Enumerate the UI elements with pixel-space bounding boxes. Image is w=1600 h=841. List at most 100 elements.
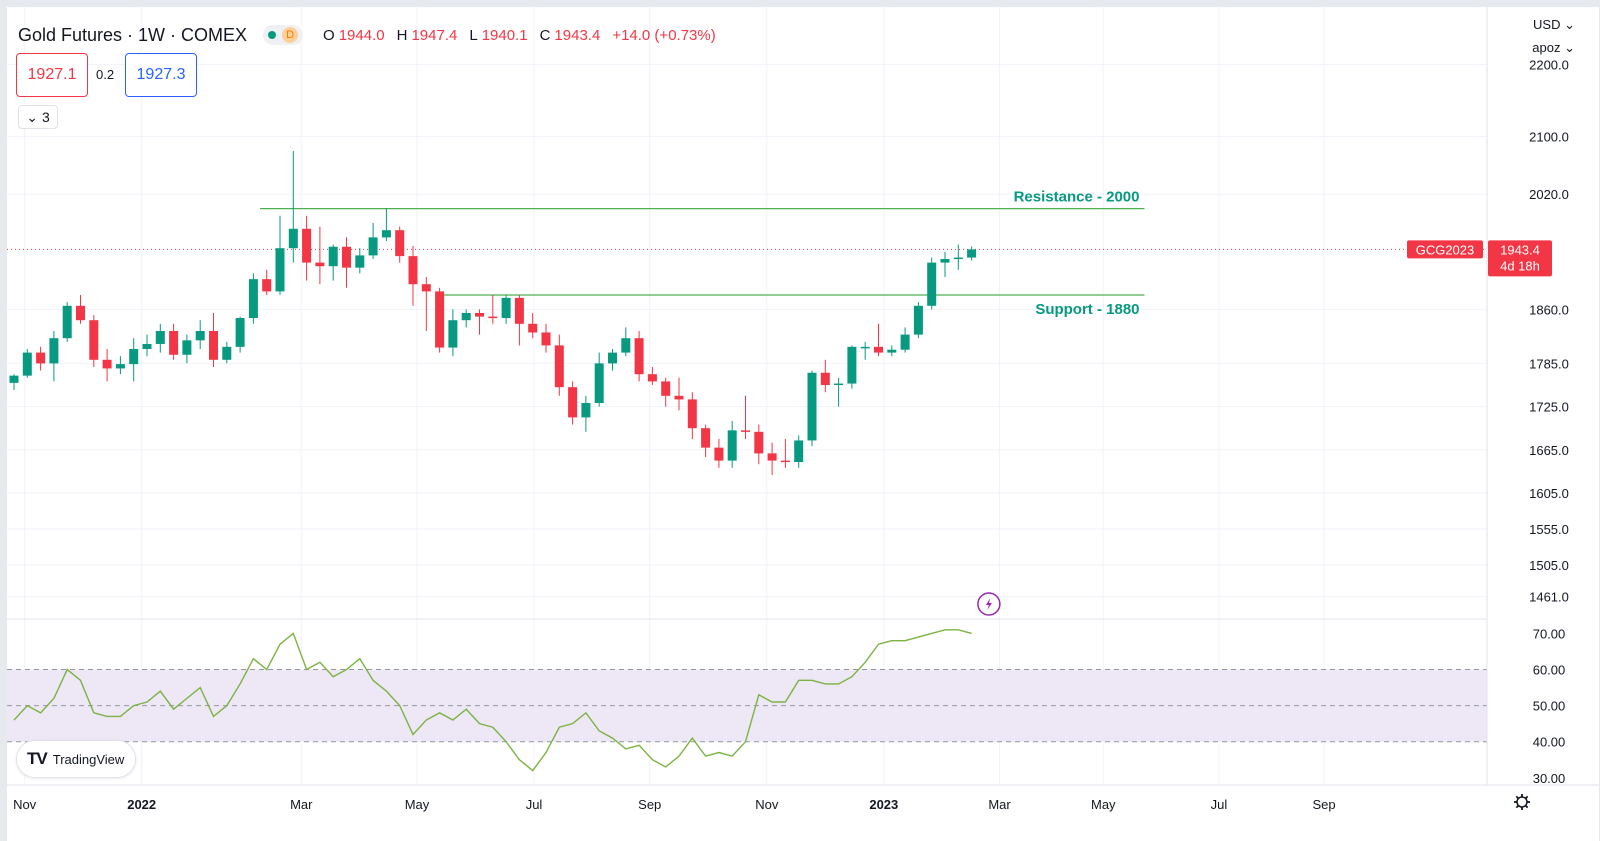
change-value: +14.0 (+0.73%) [612,26,716,44]
candle [448,309,458,357]
candle-body [36,352,46,364]
level-label: Support - 1880 [1035,301,1139,318]
candle-body [328,246,338,267]
rsi-band [7,669,1487,743]
candle [767,442,777,475]
rsi-tick-label: 40.00 [1533,735,1566,750]
unit-dropdown[interactable]: apoz ⌄ [1532,40,1575,56]
candle [860,341,870,360]
bar-countdown-label: 4d 18h [1500,258,1540,273]
candle [475,309,484,335]
symbol-title[interactable]: Gold Futures · 1W · COMEX [18,24,248,45]
y-tick-label: 2200.0 [1529,58,1569,73]
candle [714,439,724,468]
candle [967,246,977,261]
tradingview-watermark[interactable]: TV TradingView [16,740,136,778]
candle [647,367,657,385]
candle [661,377,671,407]
candle [302,215,312,281]
buy-price-button[interactable]: 1927.3 [125,53,197,97]
candle-body [155,331,165,344]
candle [541,323,551,353]
candle-body [727,430,737,461]
candle-body [49,338,59,364]
candle [129,338,139,382]
candle [554,334,564,396]
candle-body [435,291,445,348]
candle-body [9,375,19,383]
candle-body [913,305,923,335]
chart-canvas[interactable]: Resistance - 2000 Support - 1880 2200.0 21… [7,7,1599,841]
candle [847,345,857,389]
candle-body [475,313,484,317]
candle-body [275,248,285,292]
candle [36,346,46,371]
gear-tooth [1525,795,1529,799]
candle [49,331,59,382]
low-key: L [469,26,478,44]
candle-body [368,237,378,256]
x-tick-label: 2023 [869,797,898,812]
candle [594,352,604,407]
chart-frame: Resistance - 2000 Support - 1880 2200.0 21… [7,7,1599,841]
settings-gear-icon [1516,796,1528,808]
candle-body [381,230,391,238]
candles [9,151,977,475]
candle [727,421,737,468]
candle-body [608,352,617,364]
last-price-tag-bg [1488,240,1552,277]
close-key: C [539,26,551,44]
candle [328,244,338,281]
candle [514,295,524,346]
candle [913,302,923,339]
candle-body [355,255,365,268]
candle-body [927,262,937,306]
sell-price-button[interactable]: 1927.1 [16,53,88,97]
x-tick-label: Mar [290,797,313,812]
candle-body [115,364,125,369]
candle [501,295,511,324]
candle-body [661,381,671,396]
candle-body [554,345,564,388]
currency-dropdown[interactable]: USD ⌄ [1533,17,1575,33]
low-value: 1940.1 [481,26,528,44]
markers: GCG2023 1943.44d 18h [977,240,1552,810]
y-tick-label: 1555.0 [1529,522,1569,537]
candle [874,323,883,357]
indicators-toggle[interactable]: ⌄ 3 [18,105,58,129]
candle [408,246,418,306]
y-tick-label: 1860.0 [1529,302,1569,317]
candle-body [568,387,578,418]
candle-body [461,313,471,321]
candle [381,208,391,241]
y-tick-label: 2020.0 [1529,187,1569,202]
candle-body [488,316,498,319]
symbol-tag-bg [1407,240,1483,259]
close-value: 1943.4 [554,26,601,44]
candle-body [315,262,325,267]
rsi-tick-label: 30.00 [1533,771,1566,786]
candle [435,287,445,353]
candle-body [967,249,977,258]
candle [89,315,99,367]
candle [315,226,325,285]
ohlc-values: O 1944.0 H 1947.4 L 1940.1 C 1943.4 +14.0 (+… [323,27,724,44]
candle [794,435,804,468]
candle-body [182,340,192,355]
candle-body [541,332,551,346]
candle [22,349,32,378]
x-tick-label: Jul [1211,797,1228,812]
candle-body [302,228,312,263]
candle [155,323,165,353]
candle [701,424,711,457]
currency-label: USD [1533,17,1561,32]
x-tick-label: Jul [526,797,543,812]
rsi-tick-label: 50.00 [1533,699,1566,714]
y-tick-label: 1461.0 [1529,590,1569,605]
candle [209,313,218,367]
candle [275,215,285,295]
market-status-pill[interactable]: D [263,25,304,45]
candle-body [195,331,205,341]
candle [169,323,179,360]
candle-body [754,431,764,454]
